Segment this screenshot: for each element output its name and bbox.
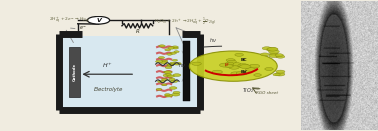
Circle shape bbox=[228, 60, 236, 63]
Circle shape bbox=[276, 55, 285, 58]
Circle shape bbox=[159, 45, 165, 47]
Circle shape bbox=[262, 47, 271, 50]
Circle shape bbox=[226, 59, 235, 62]
Text: $TiO_2$: $TiO_2$ bbox=[242, 86, 254, 95]
Circle shape bbox=[170, 52, 177, 54]
Text: $h\nu$: $h\nu$ bbox=[178, 61, 186, 69]
Circle shape bbox=[230, 62, 241, 66]
Circle shape bbox=[254, 74, 261, 76]
Circle shape bbox=[275, 54, 284, 57]
Bar bbox=[69, 47, 81, 97]
Circle shape bbox=[166, 74, 171, 75]
Text: $H^+$: $H^+$ bbox=[102, 61, 113, 70]
Circle shape bbox=[267, 47, 278, 51]
Circle shape bbox=[235, 53, 243, 56]
Text: R: R bbox=[135, 29, 139, 34]
Circle shape bbox=[238, 64, 249, 67]
Circle shape bbox=[225, 62, 234, 65]
Circle shape bbox=[163, 74, 171, 77]
Text: BV: BV bbox=[240, 70, 247, 74]
Circle shape bbox=[169, 87, 177, 89]
Circle shape bbox=[173, 91, 180, 94]
Circle shape bbox=[161, 62, 167, 64]
Circle shape bbox=[236, 71, 248, 75]
Circle shape bbox=[163, 71, 170, 73]
Bar bbox=[183, 41, 190, 101]
Circle shape bbox=[170, 80, 178, 83]
Circle shape bbox=[220, 63, 231, 67]
Text: $E_F$: $E_F$ bbox=[224, 62, 231, 69]
Circle shape bbox=[246, 68, 256, 71]
Circle shape bbox=[165, 66, 172, 69]
Circle shape bbox=[273, 73, 280, 76]
Text: Cathode: Cathode bbox=[73, 63, 77, 81]
Circle shape bbox=[162, 79, 168, 81]
Text: $e^-$: $e^-$ bbox=[79, 25, 88, 32]
Circle shape bbox=[240, 65, 251, 69]
Circle shape bbox=[169, 78, 175, 80]
Circle shape bbox=[172, 59, 178, 61]
Circle shape bbox=[172, 93, 180, 96]
Circle shape bbox=[174, 51, 179, 53]
Circle shape bbox=[161, 60, 168, 62]
Circle shape bbox=[269, 53, 278, 56]
Circle shape bbox=[189, 51, 277, 81]
Circle shape bbox=[172, 46, 178, 48]
Circle shape bbox=[164, 71, 172, 74]
Circle shape bbox=[266, 47, 277, 51]
Circle shape bbox=[192, 62, 201, 65]
Circle shape bbox=[212, 70, 222, 74]
Circle shape bbox=[173, 47, 178, 49]
Text: BC: BC bbox=[240, 58, 247, 62]
Circle shape bbox=[165, 49, 170, 51]
Circle shape bbox=[165, 94, 173, 97]
Circle shape bbox=[87, 16, 110, 24]
Circle shape bbox=[167, 53, 172, 55]
Circle shape bbox=[158, 80, 165, 83]
Circle shape bbox=[268, 50, 279, 53]
Circle shape bbox=[167, 64, 174, 66]
Circle shape bbox=[225, 65, 233, 67]
Bar bbox=[62, 36, 198, 108]
Text: $H_2O_{(l)} + 2h^+ \rightarrow 2H^+_{aq} + \frac{1}{2}O_{2(g)}$: $H_2O_{(l)} + 2h^+ \rightarrow 2H^+_{aq}… bbox=[154, 16, 216, 28]
Circle shape bbox=[158, 57, 164, 59]
Circle shape bbox=[165, 94, 170, 95]
Circle shape bbox=[249, 64, 260, 68]
Circle shape bbox=[167, 64, 173, 66]
Text: $h\nu$: $h\nu$ bbox=[209, 36, 217, 44]
Circle shape bbox=[161, 84, 167, 86]
Circle shape bbox=[170, 62, 175, 64]
Circle shape bbox=[276, 70, 285, 73]
Circle shape bbox=[260, 53, 269, 56]
Text: $2H^+_{aq} + 2e^- \rightarrow H_{2(g)}$: $2H^+_{aq} + 2e^- \rightarrow H_{2(g)}$ bbox=[49, 16, 90, 26]
Circle shape bbox=[168, 47, 175, 49]
Circle shape bbox=[173, 74, 181, 77]
Circle shape bbox=[265, 67, 273, 70]
Text: Electrolyte: Electrolyte bbox=[94, 87, 124, 92]
Circle shape bbox=[229, 66, 239, 69]
Circle shape bbox=[156, 60, 163, 63]
Circle shape bbox=[231, 72, 240, 75]
Circle shape bbox=[269, 54, 280, 58]
Circle shape bbox=[275, 73, 285, 76]
Circle shape bbox=[173, 62, 181, 65]
Circle shape bbox=[156, 88, 162, 90]
Text: RGO sheet: RGO sheet bbox=[256, 91, 278, 95]
Circle shape bbox=[167, 75, 174, 77]
Text: V: V bbox=[96, 18, 101, 23]
